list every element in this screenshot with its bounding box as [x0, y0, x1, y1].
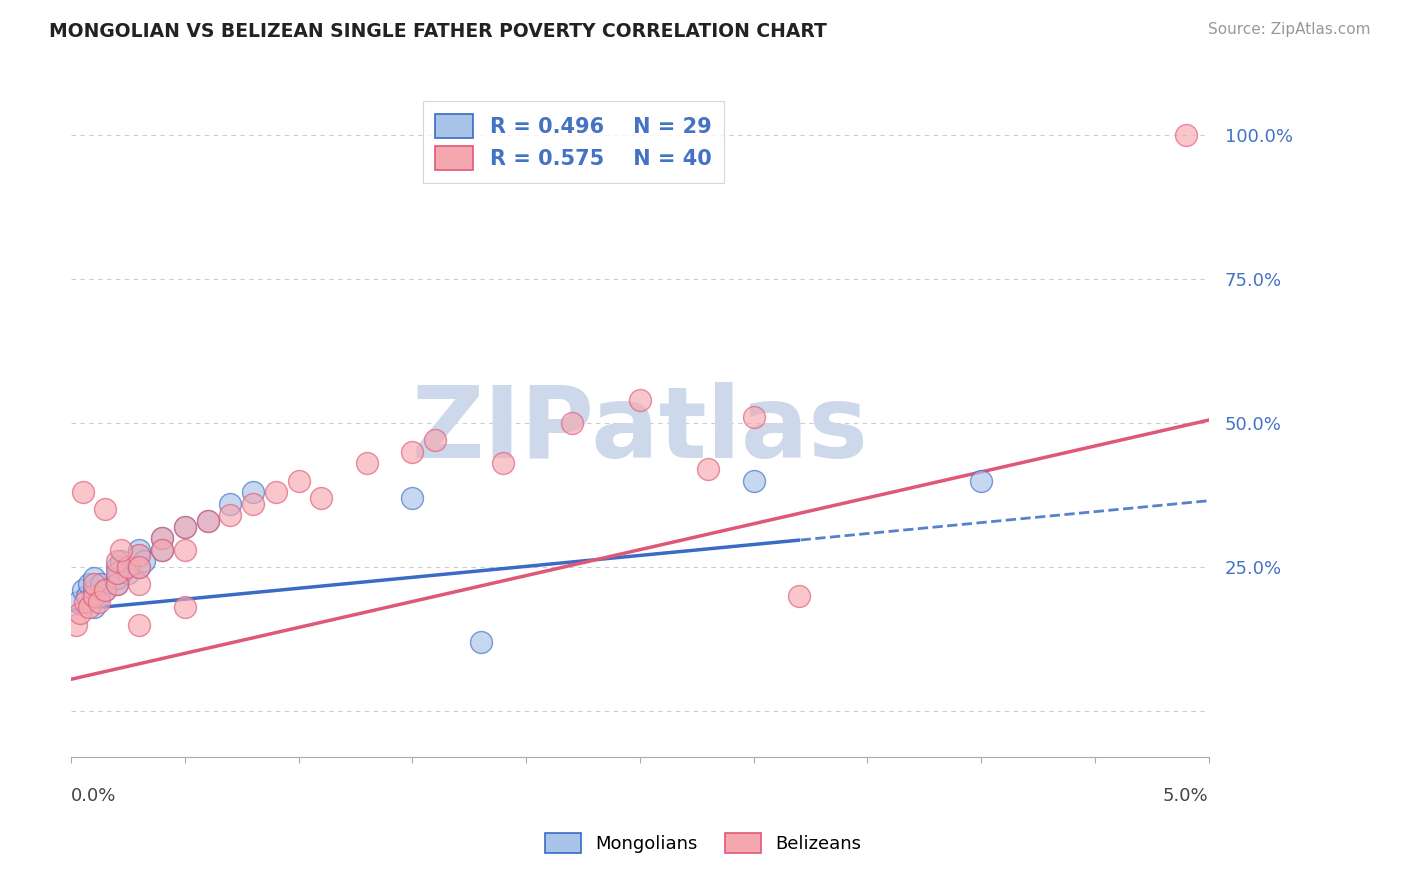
Point [90, 577, 112, 591]
Point [110, 542, 132, 557]
Point [356, 456, 378, 470]
Text: Source: ZipAtlas.com: Source: ZipAtlas.com [1208, 22, 1371, 37]
Point [470, 635, 492, 649]
Point [128, 542, 150, 557]
Point [787, 589, 810, 603]
Legend: Mongolians, Belizeans: Mongolians, Belizeans [537, 825, 869, 861]
Point [425, 434, 447, 448]
Point [132, 554, 155, 568]
Point [150, 542, 173, 557]
Point [87, 594, 110, 608]
Point [561, 416, 583, 430]
Point [128, 560, 150, 574]
Legend: R = 0.496    N = 29, R = 0.575    N = 40: R = 0.496 N = 29, R = 0.575 N = 40 [423, 102, 724, 183]
Point [219, 497, 242, 511]
Point [105, 560, 128, 574]
Point [128, 617, 150, 632]
Point [128, 549, 150, 563]
Point [72, 485, 94, 500]
Point [174, 542, 197, 557]
Point [76, 589, 98, 603]
Point [287, 474, 309, 488]
Point [73, 594, 96, 608]
Point [79, 577, 101, 591]
Point [94, 582, 117, 597]
Point [697, 462, 720, 476]
Point [628, 392, 651, 407]
Point [197, 514, 219, 528]
Point [128, 549, 150, 563]
Point [105, 566, 128, 580]
Point [742, 410, 765, 425]
Point [105, 577, 128, 591]
Point [67, 594, 90, 608]
Point [242, 485, 264, 500]
Point [117, 560, 139, 574]
Point [128, 577, 150, 591]
Point [87, 589, 110, 603]
Point [492, 456, 515, 470]
Point [401, 444, 423, 458]
Text: 5.0%: 5.0% [1163, 787, 1209, 805]
Point [174, 519, 197, 533]
Point [83, 572, 105, 586]
Point [117, 566, 139, 580]
Point [65, 617, 87, 632]
Point [174, 519, 197, 533]
Point [72, 582, 94, 597]
Point [83, 589, 105, 603]
Point [105, 554, 128, 568]
Point [105, 572, 128, 586]
Point [110, 554, 132, 568]
Point [242, 497, 264, 511]
Point [219, 508, 242, 522]
Point [150, 531, 173, 545]
Point [83, 600, 105, 615]
Text: 0.0%: 0.0% [72, 787, 117, 805]
Text: MONGOLIAN VS BELIZEAN SINGLE FATHER POVERTY CORRELATION CHART: MONGOLIAN VS BELIZEAN SINGLE FATHER POVE… [49, 22, 827, 41]
Point [742, 474, 765, 488]
Point [105, 577, 128, 591]
Point [69, 606, 91, 620]
Point [970, 474, 993, 488]
Text: ZIPatlas: ZIPatlas [412, 383, 869, 479]
Point [1174, 128, 1197, 142]
Point [94, 582, 117, 597]
Point [150, 542, 173, 557]
Point [94, 502, 117, 516]
Y-axis label: Single Father Poverty: Single Father Poverty [0, 329, 8, 506]
Point [150, 531, 173, 545]
Point [311, 491, 333, 505]
Point [79, 600, 101, 615]
Point [83, 582, 105, 597]
Point [401, 491, 423, 505]
Point [264, 485, 287, 500]
Point [83, 577, 105, 591]
Point [197, 514, 219, 528]
Point [174, 600, 197, 615]
Point [128, 560, 150, 574]
